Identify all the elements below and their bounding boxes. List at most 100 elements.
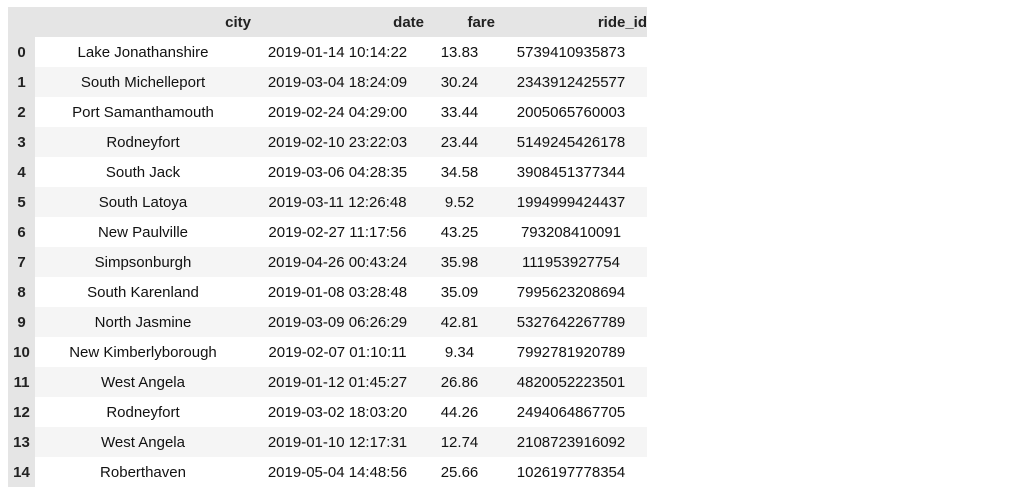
table-row: 0 Lake Jonathanshire 2019-01-14 10:14:22 13…	[8, 37, 647, 67]
city-cell: New Kimberlyborough	[35, 337, 251, 367]
date-cell: 2019-01-10 12:17:31	[251, 427, 424, 457]
date-cell: 2019-05-04 14:48:56	[251, 457, 424, 487]
city-cell: Port Samanthamouth	[35, 97, 251, 127]
city-cell: West Angela	[35, 367, 251, 397]
fare-cell: 9.52	[424, 187, 495, 217]
fare-cell: 34.58	[424, 157, 495, 187]
table-row: 7 Simpsonburgh 2019-04-26 00:43:24 35.98 111…	[8, 247, 647, 277]
row-index: 14	[8, 457, 35, 487]
table-row: 3 Rodneyfort 2019-02-10 23:22:03 23.44 51492…	[8, 127, 647, 157]
dataframe-container: city date fare ride_id 0 Lake Jonathanshi…	[8, 7, 647, 487]
city-cell: West Angela	[35, 427, 251, 457]
date-cell: 2019-03-02 18:03:20	[251, 397, 424, 427]
header-row: city date fare ride_id	[8, 7, 647, 37]
city-cell: South Jack	[35, 157, 251, 187]
ride-id-cell: 793208410091	[495, 217, 647, 247]
fare-cell: 23.44	[424, 127, 495, 157]
ride-id-cell: 3908451377344	[495, 157, 647, 187]
row-index: 1	[8, 67, 35, 97]
row-index: 8	[8, 277, 35, 307]
table-row: 10 New Kimberlyborough 2019-02-07 01:10:11…	[8, 337, 647, 367]
fare-cell: 30.24	[424, 67, 495, 97]
table-row: 6 New Paulville 2019-02-27 11:17:56 43.25 79…	[8, 217, 647, 247]
dataframe-table: city date fare ride_id 0 Lake Jonathanshi…	[8, 7, 647, 487]
ride-id-cell: 2005065760003	[495, 97, 647, 127]
ride-id-cell: 2494064867705	[495, 397, 647, 427]
ride-id-cell: 2343912425577	[495, 67, 647, 97]
fare-cell: 25.66	[424, 457, 495, 487]
row-index: 5	[8, 187, 35, 217]
table-row: 1 South Michelleport 2019-03-04 18:24:09 30…	[8, 67, 647, 97]
ride-id-cell: 4820052223501	[495, 367, 647, 397]
ride-id-cell: 7992781920789	[495, 337, 647, 367]
fare-cell: 43.25	[424, 217, 495, 247]
column-header-fare: fare	[424, 7, 495, 37]
fare-cell: 26.86	[424, 367, 495, 397]
date-cell: 2019-03-04 18:24:09	[251, 67, 424, 97]
column-header-date: date	[251, 7, 424, 37]
row-index: 4	[8, 157, 35, 187]
table-row: 11 West Angela 2019-01-12 01:45:27 26.86 482…	[8, 367, 647, 397]
table-row: 4 South Jack 2019-03-06 04:28:35 34.58 39084…	[8, 157, 647, 187]
date-cell: 2019-03-09 06:26:29	[251, 307, 424, 337]
date-cell: 2019-01-08 03:28:48	[251, 277, 424, 307]
table-header: city date fare ride_id	[8, 7, 647, 37]
city-cell: South Michelleport	[35, 67, 251, 97]
ride-id-cell: 5327642267789	[495, 307, 647, 337]
row-index: 6	[8, 217, 35, 247]
table-body: 0 Lake Jonathanshire 2019-01-14 10:14:22 13…	[8, 37, 647, 487]
table-row: 13 West Angela 2019-01-10 12:17:31 12.74 210…	[8, 427, 647, 457]
row-index: 0	[8, 37, 35, 67]
city-cell: South Latoya	[35, 187, 251, 217]
fare-cell: 12.74	[424, 427, 495, 457]
fare-cell: 33.44	[424, 97, 495, 127]
table-row: 8 South Karenland 2019-01-08 03:28:48 35.09…	[8, 277, 647, 307]
fare-cell: 35.09	[424, 277, 495, 307]
ride-id-cell: 1994999424437	[495, 187, 647, 217]
date-cell: 2019-02-27 11:17:56	[251, 217, 424, 247]
city-cell: Lake Jonathanshire	[35, 37, 251, 67]
ride-id-cell: 5739410935873	[495, 37, 647, 67]
table-row: 2 Port Samanthamouth 2019-02-24 04:29:00 33…	[8, 97, 647, 127]
ride-id-cell: 111953927754	[495, 247, 647, 277]
date-cell: 2019-03-11 12:26:48	[251, 187, 424, 217]
fare-cell: 13.83	[424, 37, 495, 67]
fare-cell: 44.26	[424, 397, 495, 427]
city-cell: South Karenland	[35, 277, 251, 307]
row-index: 10	[8, 337, 35, 367]
table-row: 12 Rodneyfort 2019-03-02 18:03:20 44.26 2494…	[8, 397, 647, 427]
row-index: 2	[8, 97, 35, 127]
ride-id-cell: 5149245426178	[495, 127, 647, 157]
fare-cell: 9.34	[424, 337, 495, 367]
column-header-city: city	[35, 7, 251, 37]
row-index: 12	[8, 397, 35, 427]
city-cell: Rodneyfort	[35, 127, 251, 157]
date-cell: 2019-01-14 10:14:22	[251, 37, 424, 67]
table-row: 9 North Jasmine 2019-03-09 06:26:29 42.81 53…	[8, 307, 647, 337]
city-cell: Rodneyfort	[35, 397, 251, 427]
fare-cell: 42.81	[424, 307, 495, 337]
date-cell: 2019-02-10 23:22:03	[251, 127, 424, 157]
row-index: 3	[8, 127, 35, 157]
city-cell: North Jasmine	[35, 307, 251, 337]
city-cell: Roberthaven	[35, 457, 251, 487]
date-cell: 2019-04-26 00:43:24	[251, 247, 424, 277]
row-index: 7	[8, 247, 35, 277]
table-row: 14 Roberthaven 2019-05-04 14:48:56 25.66 102…	[8, 457, 647, 487]
city-cell: New Paulville	[35, 217, 251, 247]
table-row: 5 South Latoya 2019-03-11 12:26:48 9.52 1994…	[8, 187, 647, 217]
date-cell: 2019-03-06 04:28:35	[251, 157, 424, 187]
date-cell: 2019-01-12 01:45:27	[251, 367, 424, 397]
row-index: 11	[8, 367, 35, 397]
row-index: 13	[8, 427, 35, 457]
ride-id-cell: 1026197778354	[495, 457, 647, 487]
fare-cell: 35.98	[424, 247, 495, 277]
city-cell: Simpsonburgh	[35, 247, 251, 277]
date-cell: 2019-02-07 01:10:11	[251, 337, 424, 367]
ride-id-cell: 2108723916092	[495, 427, 647, 457]
column-header-ride-id: ride_id	[495, 7, 647, 37]
index-header	[8, 7, 35, 37]
date-cell: 2019-02-24 04:29:00	[251, 97, 424, 127]
ride-id-cell: 7995623208694	[495, 277, 647, 307]
row-index: 9	[8, 307, 35, 337]
